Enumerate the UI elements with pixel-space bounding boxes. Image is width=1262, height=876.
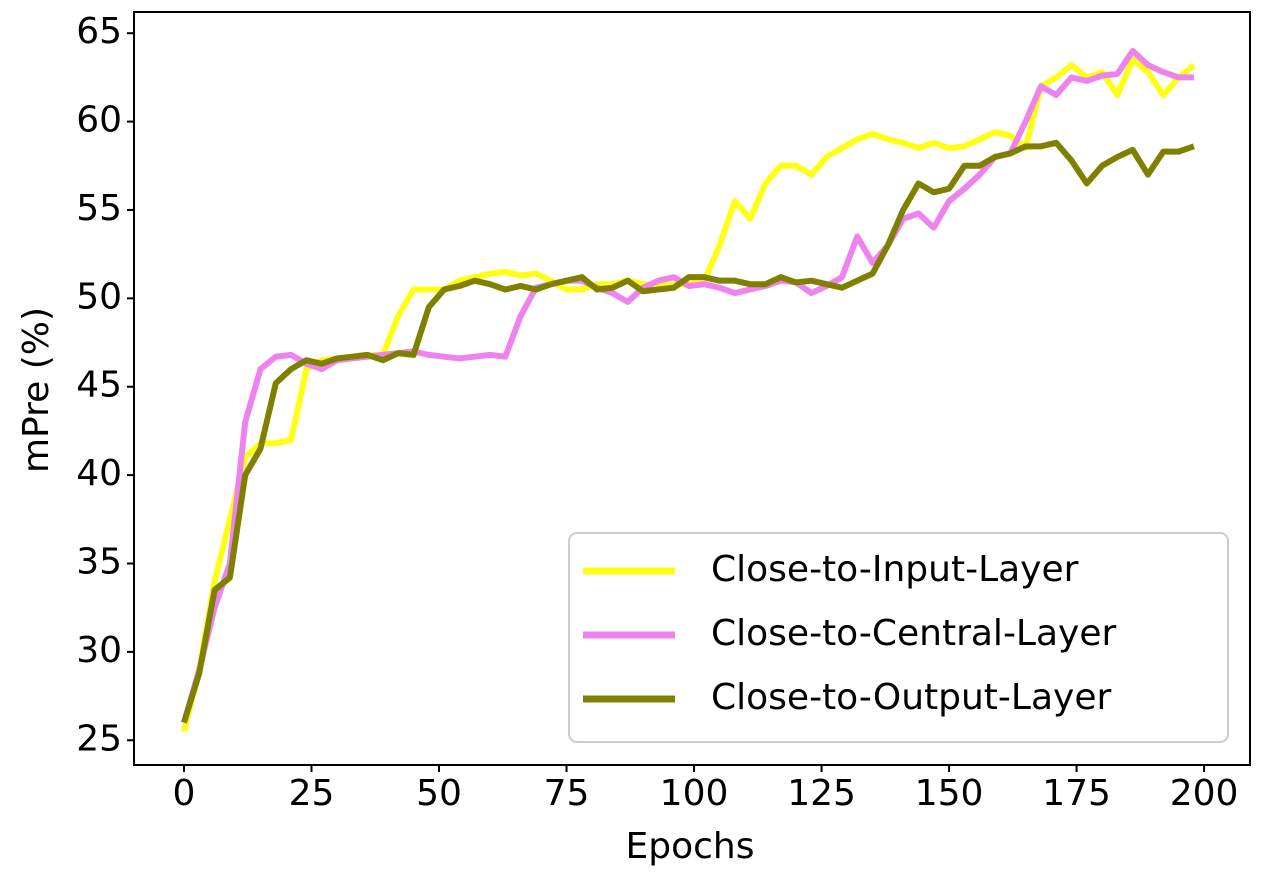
x-tick-label: 150 [915,773,984,814]
x-tick-label: 75 [544,773,590,814]
x-axis-label: Epochs [626,826,755,867]
x-tick-label: 200 [1170,773,1239,814]
plot-frame [133,11,1251,766]
y-tick-label: 40 [76,453,122,494]
x-tick-label: 175 [1042,773,1111,814]
legend-label: Close-to-Output-Layer [711,677,1111,718]
y-tick-label: 35 [76,541,122,582]
y-tick-label: 25 [76,718,122,759]
legend-label: Close-to-Central-Layer [711,613,1116,654]
x-tick-label: 50 [416,773,462,814]
x-tick-label: 100 [660,773,729,814]
x-tick-label: 0 [173,773,196,814]
y-tick-label: 65 [76,11,122,52]
y-tick-label: 60 [76,100,122,141]
legend-label: Close-to-Input-Layer [711,549,1079,590]
series-line [181,139,1195,724]
x-tick-label: 25 [289,773,335,814]
x-tick-label: 125 [787,773,856,814]
y-tick-label: 50 [76,276,122,317]
legend-box [568,532,1229,743]
y-tick-label: 45 [76,365,122,406]
y-tick-label: 30 [76,630,122,671]
y-tick-label: 55 [76,188,122,229]
y-axis-label: mPre (%) [16,307,57,473]
